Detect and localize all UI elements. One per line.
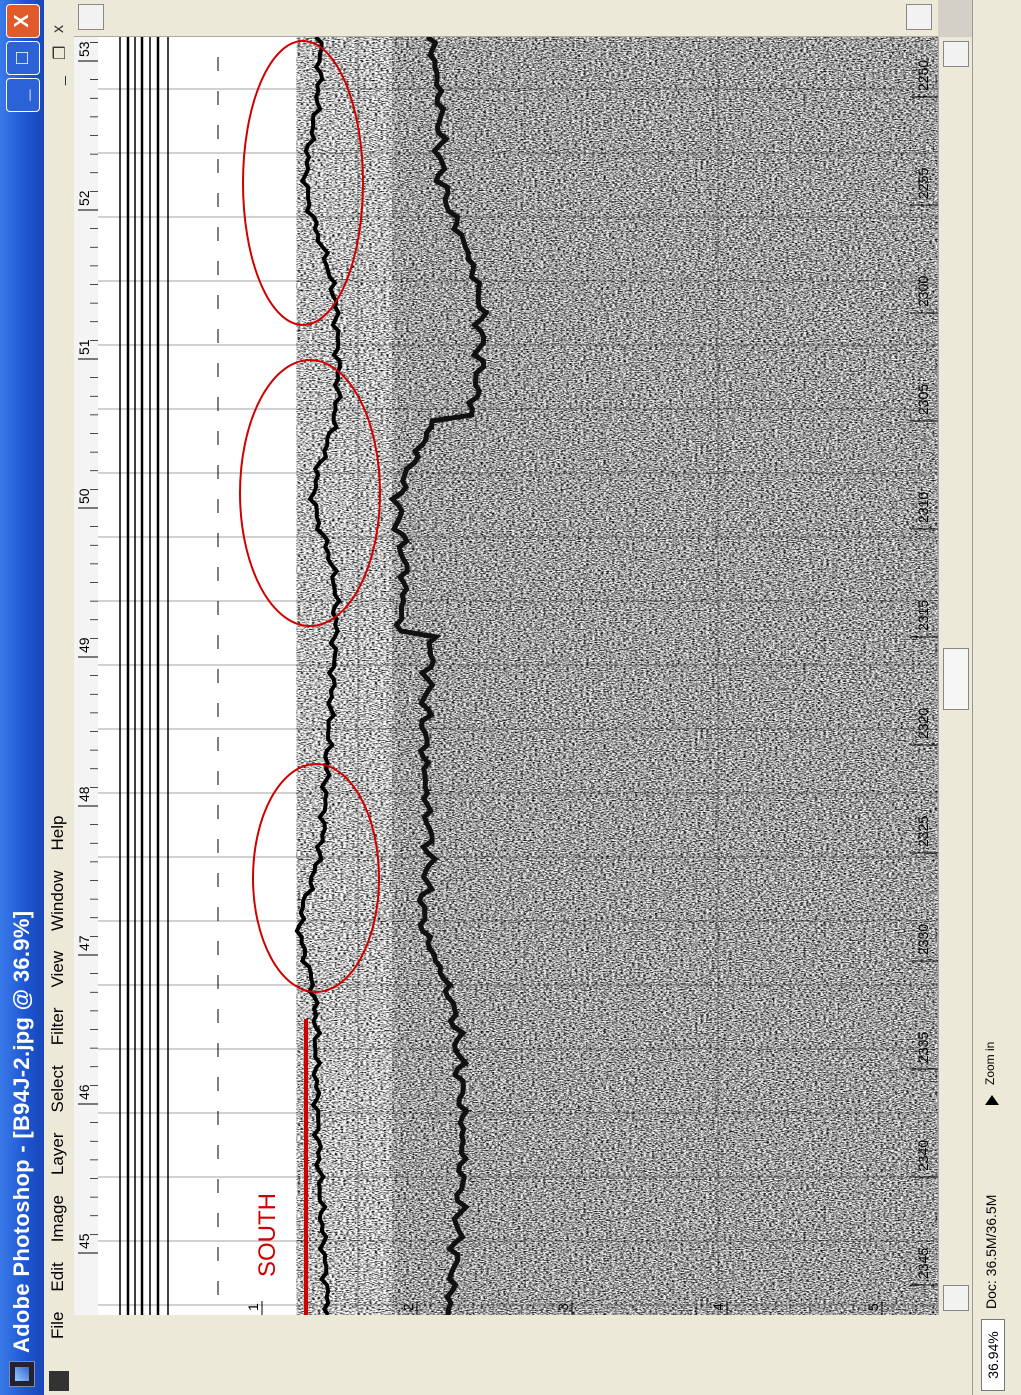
menu-filter[interactable]: Filter bbox=[48, 1007, 67, 1046]
sub-bottom-reflector bbox=[388, 37, 490, 1315]
maximize-button[interactable]: □ bbox=[6, 41, 40, 75]
doc-close-button[interactable]: x bbox=[50, 25, 67, 33]
menu-edit[interactable]: Edit bbox=[48, 1262, 67, 1292]
ruler-top-label: 53 bbox=[76, 41, 92, 57]
annotation-circle-1 bbox=[242, 40, 364, 326]
annotation-circle-3 bbox=[252, 763, 380, 993]
time-label: 2320 bbox=[915, 708, 931, 739]
minimize-button[interactable]: _ bbox=[6, 78, 40, 112]
seabed-reflector bbox=[294, 37, 344, 1315]
sediment-texture-dense bbox=[392, 37, 938, 1315]
time-label: 2345 bbox=[915, 1248, 931, 1279]
status-hint: Zoom in bbox=[983, 1041, 997, 1085]
record-gridlines bbox=[98, 37, 938, 1315]
time-label: 2305 bbox=[915, 384, 931, 415]
time-label: 2330 bbox=[915, 924, 931, 955]
scroll-left-button[interactable] bbox=[943, 1285, 969, 1311]
top-ruler-svg: 45 46 47 48 49 50 51 52 53 bbox=[76, 41, 98, 1254]
menu-file[interactable]: File bbox=[48, 1311, 67, 1339]
scroll-down-button[interactable] bbox=[906, 4, 932, 30]
depth-label: 1 bbox=[245, 1303, 261, 1311]
zoom-field[interactable]: 36.94% bbox=[981, 1319, 1005, 1391]
status-menu-arrow-icon[interactable] bbox=[985, 1095, 999, 1105]
ruler-top-label: 47 bbox=[76, 935, 92, 951]
menu-help[interactable]: Help bbox=[48, 815, 67, 851]
horizontal-scrollbar[interactable] bbox=[938, 37, 973, 1315]
menu-view[interactable]: View bbox=[48, 950, 67, 988]
menu-layer[interactable]: Layer bbox=[48, 1132, 67, 1176]
ruler-top-label: 50 bbox=[76, 488, 92, 504]
close-button[interactable]: X bbox=[6, 4, 40, 38]
time-axis: 2345 2340 2335 2330 2325 2320 2315 2310 2305 2300… bbox=[910, 60, 938, 1286]
scroll-up-button[interactable] bbox=[78, 4, 104, 30]
depth-label: 3 bbox=[555, 1303, 571, 1311]
title-bar[interactable]: Adobe Photoshop - [B94J-2.jpg @ 36.9%] _… bbox=[0, 0, 44, 1395]
time-label: 2250 bbox=[915, 60, 931, 91]
ruler-top-label: 48 bbox=[76, 786, 92, 802]
status-bar: 36.94% Doc: 36.5M/36.5M Zoom in bbox=[972, 0, 1021, 1395]
doc-minimize-button[interactable]: _ bbox=[50, 76, 67, 85]
ruler-top-label: 52 bbox=[76, 190, 92, 206]
menu-image[interactable]: Image bbox=[48, 1195, 67, 1243]
menu-bar: File Edit Image Layer Select Filter View… bbox=[44, 0, 74, 1395]
menu-window[interactable]: Window bbox=[48, 870, 67, 931]
time-label: 2315 bbox=[915, 600, 931, 631]
time-label: 2255 bbox=[915, 168, 931, 199]
menu-items: File Edit Image Layer Select Filter View… bbox=[48, 816, 68, 1340]
depth-label: 4 bbox=[710, 1303, 726, 1311]
window-title: Adobe Photoshop - [B94J-2.jpg @ 36.9%] bbox=[9, 910, 34, 1353]
ruler-top-label: 45 bbox=[76, 1233, 92, 1249]
doc-restore-button[interactable]: ❐ bbox=[52, 45, 69, 60]
left-ruler-gutter bbox=[74, 1315, 974, 1395]
annotation-circle-2 bbox=[239, 359, 381, 627]
time-label: 2300 bbox=[915, 276, 931, 307]
ruler-top-label: 46 bbox=[76, 1084, 92, 1100]
vertical-scrollbar[interactable] bbox=[74, 0, 938, 37]
time-label: 2340 bbox=[915, 1140, 931, 1171]
depth-label: 2 bbox=[400, 1303, 416, 1311]
scroll-thumb[interactable] bbox=[943, 648, 969, 710]
doc-size: Doc: 36.5M/36.5M bbox=[983, 1194, 999, 1309]
scroll-right-button[interactable] bbox=[943, 41, 969, 67]
ruler-top-label: 49 bbox=[76, 637, 92, 653]
time-label: 2335 bbox=[915, 1032, 931, 1063]
depth-axis: 1 2 3 4 5 bbox=[245, 1301, 883, 1315]
time-label: 2310 bbox=[915, 492, 931, 523]
surface-bands bbox=[119, 37, 219, 1315]
photoshop-app-icon bbox=[9, 1361, 35, 1387]
depth-label: 5 bbox=[865, 1303, 881, 1311]
south-label: SOUTH bbox=[254, 1193, 281, 1277]
ruler-top-label: 51 bbox=[76, 339, 92, 355]
document-icon[interactable] bbox=[49, 1371, 69, 1391]
menu-select[interactable]: Select bbox=[48, 1065, 67, 1113]
top-ruler: 45 46 47 48 49 50 51 52 53 bbox=[74, 37, 99, 1315]
time-label: 2325 bbox=[915, 816, 931, 847]
